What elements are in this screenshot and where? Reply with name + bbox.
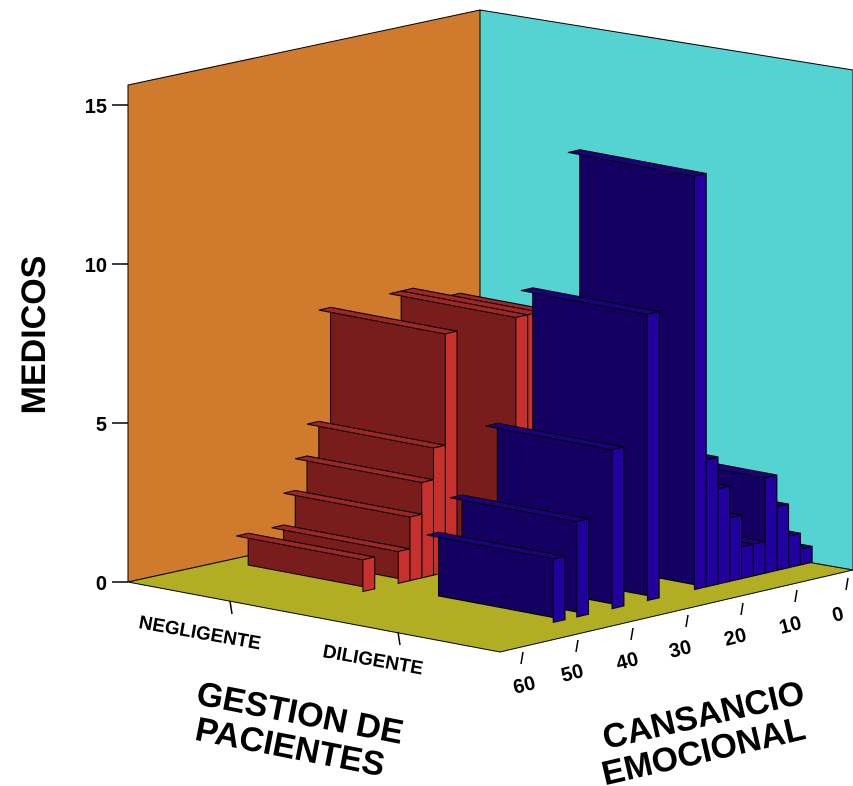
bar-front	[788, 532, 801, 569]
bar-front	[740, 543, 754, 580]
y-tick-label: 5	[96, 414, 107, 436]
z-tick-label: 20	[722, 624, 749, 651]
z-tick	[740, 602, 744, 616]
bar-front	[752, 540, 766, 577]
bar-front	[397, 548, 411, 584]
z-tick	[685, 614, 689, 628]
x-tick	[397, 631, 401, 646]
bar-front	[421, 479, 434, 579]
bar-front	[776, 503, 790, 572]
bar-front	[729, 514, 742, 583]
bar-front	[409, 513, 423, 582]
y-tick-label: 15	[85, 96, 107, 118]
series-diligente	[426, 149, 813, 624]
y-tick-label: 0	[96, 573, 107, 595]
bar-front	[799, 545, 813, 566]
z-tick-label: 50	[559, 660, 586, 687]
y-axis-title: MEDICOS	[15, 256, 53, 415]
z-tick-label: 30	[667, 636, 694, 663]
x-category-label: DILIGENTE	[321, 641, 424, 679]
x-category-label: NEGLIGENTE	[137, 612, 262, 654]
z-tick-label: 60	[511, 672, 538, 699]
z-tick-label: 0	[830, 603, 846, 627]
bar-front	[764, 474, 778, 574]
z-tick-label: 40	[614, 648, 641, 675]
bar-front	[705, 456, 719, 588]
bar-front	[693, 172, 707, 591]
bars-layer	[236, 149, 813, 624]
bar-front	[646, 311, 660, 602]
y-tick-label: 10	[85, 255, 107, 277]
bar-front	[576, 518, 590, 618]
z-tick	[520, 651, 524, 665]
bar-front	[611, 446, 625, 610]
z-tick-label: 10	[777, 612, 804, 639]
z-tick	[575, 639, 579, 653]
x-tick	[229, 600, 233, 615]
z-tick	[794, 589, 798, 603]
bar	[426, 531, 566, 624]
bar-front	[552, 555, 566, 624]
bar-front	[362, 556, 376, 593]
bar	[236, 532, 376, 593]
z-tick	[630, 627, 634, 641]
y-axis: 0 5 10 15	[85, 96, 128, 595]
z-tick	[845, 577, 849, 591]
z-axis: 60 50 40 30 20 10 0	[511, 577, 849, 699]
bar-front	[717, 485, 731, 585]
